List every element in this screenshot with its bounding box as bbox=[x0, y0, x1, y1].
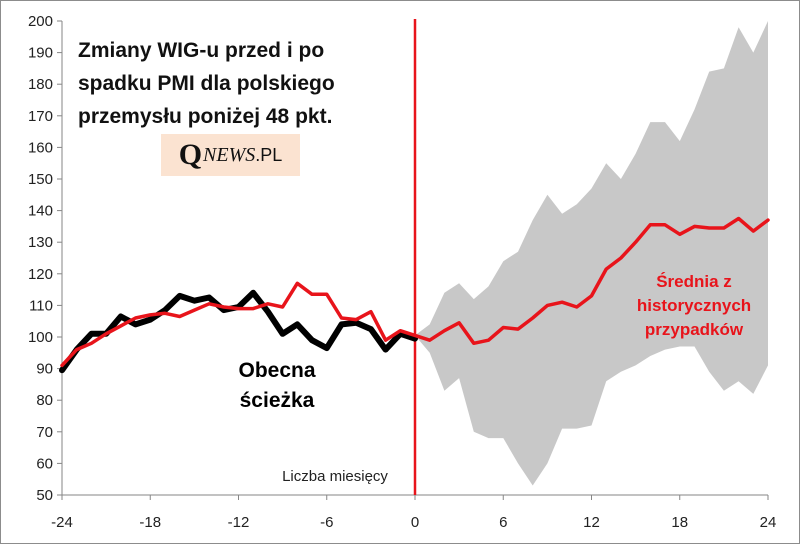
chart-title-line: przemysłu poniżej 48 pkt. bbox=[78, 105, 333, 128]
logo-letter: Q bbox=[178, 138, 203, 171]
series-line-average bbox=[60, 216, 770, 368]
logo-name: NEWS bbox=[203, 143, 256, 166]
y-tick-label: 50 bbox=[36, 487, 53, 504]
x-tick-label: 18 bbox=[671, 514, 688, 531]
y-tick-label: 140 bbox=[28, 203, 53, 220]
annotation-line: przypadków bbox=[644, 320, 744, 339]
x-tick-label: 0 bbox=[411, 514, 419, 531]
x-tick-label: 24 bbox=[760, 514, 777, 531]
y-tick-label: 70 bbox=[36, 424, 53, 441]
x-tick-label: 12 bbox=[583, 514, 600, 531]
annotation-line: Średnia z bbox=[656, 272, 732, 291]
chart-title-line: spadku PMI dla polskiego bbox=[78, 72, 335, 95]
x-tick-label: -24 bbox=[51, 514, 73, 531]
y-tick-label: 100 bbox=[28, 329, 53, 346]
qnews-logo: Q NEWS .PL bbox=[161, 134, 300, 176]
x-tick-label: -6 bbox=[320, 514, 333, 531]
range-band bbox=[415, 21, 768, 486]
annotation-historical-average: Średnia z historycznych przypadków bbox=[614, 270, 774, 342]
series-layer bbox=[59, 216, 770, 374]
y-tick-label: 160 bbox=[28, 139, 53, 156]
chart-title: Zmiany WIG-u przed i po spadku PMI dla p… bbox=[78, 34, 378, 133]
annotation-line: Obecna bbox=[238, 359, 316, 382]
y-tick-label: 150 bbox=[28, 171, 53, 188]
x-tick-label: 6 bbox=[499, 514, 507, 531]
x-tick-label: -12 bbox=[228, 514, 250, 531]
chart-title-line: Zmiany WIG-u przed i po bbox=[78, 39, 325, 62]
y-tick-label: 170 bbox=[28, 108, 53, 125]
y-tick-label: 180 bbox=[28, 76, 53, 93]
y-tick-label: 200 bbox=[28, 13, 53, 30]
x-tick-label: -18 bbox=[139, 514, 161, 531]
y-tick-label: 80 bbox=[36, 392, 53, 409]
y-tick-label: 190 bbox=[28, 45, 53, 62]
annotation-line: ścieżka bbox=[239, 389, 315, 412]
y-tick-label: 120 bbox=[28, 266, 53, 283]
y-tick-label: 110 bbox=[29, 297, 53, 314]
annotation-current-path: Obecna ścieżka bbox=[222, 356, 332, 416]
y-tick-label: 90 bbox=[36, 361, 53, 378]
x-axis-label: Liczba miesięcy bbox=[282, 468, 388, 485]
annotation-line: historycznych bbox=[636, 296, 752, 315]
logo-suffix: .PL bbox=[255, 144, 283, 165]
range-band-layer bbox=[415, 21, 768, 486]
y-tick-label: 130 bbox=[28, 234, 53, 251]
y-tick-label: 60 bbox=[36, 455, 53, 472]
axes: 5060708090100110120130140150160170180190… bbox=[28, 13, 776, 531]
